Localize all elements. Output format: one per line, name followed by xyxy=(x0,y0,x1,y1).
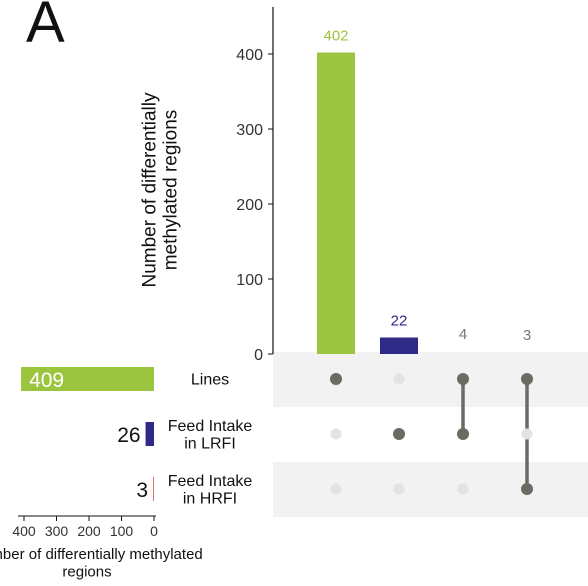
set-size-label: 3 xyxy=(136,479,148,502)
y-tick-label: 0 xyxy=(254,347,263,364)
intersection-value-label: 402 xyxy=(323,28,348,45)
set-size-label: 26 xyxy=(117,424,140,447)
matrix-dot-filled xyxy=(521,483,533,495)
x-tick-label: 0 xyxy=(150,523,158,539)
intersection-value-label: 3 xyxy=(523,327,531,344)
matrix-row-band xyxy=(273,462,588,517)
matrix-dot-filled xyxy=(521,373,533,385)
matrix-dot-empty xyxy=(330,428,342,440)
matrix-dot-filled xyxy=(457,428,469,440)
set-size-label: 409 xyxy=(29,369,64,392)
set-size-bar xyxy=(145,422,154,446)
matrix-row-band xyxy=(273,352,588,407)
x-tick-label: 100 xyxy=(110,523,134,539)
matrix-dot-filled xyxy=(330,373,342,385)
matrix-dot-filled xyxy=(393,428,405,440)
set-name: Feed Intake in LRFI xyxy=(168,418,253,453)
set-name: Lines xyxy=(191,372,229,389)
set-size-bar xyxy=(21,367,155,391)
y-tick-label: 300 xyxy=(236,122,263,139)
set-name: Feed Intake in HRFI xyxy=(168,473,253,508)
intersection-value-label: 22 xyxy=(391,313,408,330)
matrix-dot-empty xyxy=(393,483,405,495)
x-tick-label: 400 xyxy=(12,523,36,539)
y-tick-label: 400 xyxy=(236,47,263,64)
panel-label: A xyxy=(26,0,65,55)
x-axis-title: Number of differentially methylatedregio… xyxy=(0,546,203,580)
x-tick-label: 300 xyxy=(45,523,69,539)
matrix-dot-filled xyxy=(457,373,469,385)
y-tick-label: 100 xyxy=(236,272,263,289)
set-size-bar xyxy=(153,477,154,501)
matrix-dot-empty xyxy=(521,428,533,440)
y-axis-title: Number of differentiallymethylated regio… xyxy=(139,92,181,288)
matrix-dot-empty xyxy=(330,483,342,495)
intersection-bar xyxy=(317,52,355,354)
intersection-value-label: 4 xyxy=(459,326,467,343)
matrix-dot-empty xyxy=(393,373,405,385)
y-tick-label: 200 xyxy=(236,197,263,214)
x-tick-label: 200 xyxy=(77,523,101,539)
intersection-bar xyxy=(380,337,418,354)
matrix-dot-empty xyxy=(457,483,469,495)
